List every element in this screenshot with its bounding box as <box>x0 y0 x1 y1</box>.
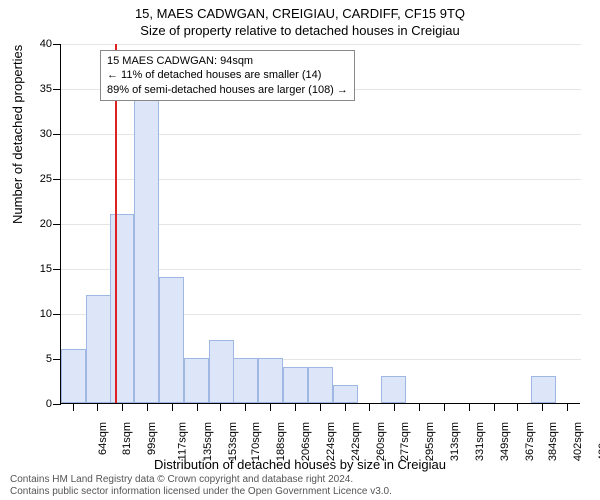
ytick-label: 40 <box>22 38 52 50</box>
page-title-line2: Size of property relative to detached ho… <box>0 21 600 38</box>
ytick-label: 10 <box>22 308 52 320</box>
page-title-line1: 15, MAES CADWGAN, CREIGIAU, CARDIFF, CF1… <box>0 0 600 21</box>
ytick <box>53 134 61 135</box>
xtick <box>197 403 198 411</box>
xtick-label: 295sqm <box>424 422 436 461</box>
histogram-bar <box>233 358 258 403</box>
xtick-label: 367sqm <box>524 422 536 461</box>
xtick <box>444 403 445 411</box>
xtick <box>295 403 296 411</box>
xtick-label: 349sqm <box>499 422 511 461</box>
xtick-label: 277sqm <box>399 422 411 461</box>
histogram-bar <box>134 79 159 403</box>
histogram-bar <box>258 358 283 403</box>
ytick <box>53 314 61 315</box>
annotation-box: 15 MAES CADWGAN: 94sqm ← 11% of detached… <box>100 50 355 101</box>
xtick-label: 313sqm <box>449 422 461 461</box>
xtick-label: 206sqm <box>301 422 313 461</box>
xtick-label: 117sqm <box>176 422 188 460</box>
xtick <box>172 403 173 411</box>
xtick-label: 64sqm <box>98 422 110 455</box>
xtick <box>245 403 246 411</box>
histogram-bar <box>209 340 234 403</box>
xtick-label: 242sqm <box>350 422 362 461</box>
xtick-label: 99sqm <box>146 422 158 455</box>
xtick <box>73 403 74 411</box>
ytick-label: 20 <box>22 218 52 230</box>
xtick-label: 402sqm <box>572 422 584 461</box>
xtick <box>97 403 98 411</box>
histogram-bar <box>381 376 406 403</box>
annotation-line1: 15 MAES CADWGAN: 94sqm <box>107 54 348 68</box>
ytick <box>53 269 61 270</box>
ytick <box>53 44 61 45</box>
chart-area: 64sqm81sqm99sqm117sqm135sqm153sqm170sqm1… <box>60 44 580 404</box>
xtick <box>394 403 395 411</box>
histogram-bar <box>184 358 209 403</box>
xtick-label: 224sqm <box>325 422 337 461</box>
footer-line2: Contains public sector information licen… <box>10 486 392 498</box>
ytick-label: 0 <box>22 398 52 410</box>
xtick <box>270 403 271 411</box>
xtick <box>567 403 568 411</box>
ytick-label: 30 <box>22 128 52 140</box>
histogram-bar <box>86 295 111 403</box>
xtick <box>220 403 221 411</box>
xtick-label: 384sqm <box>547 422 559 461</box>
x-axis-label: Distribution of detached houses by size … <box>0 457 600 472</box>
xtick-label: 81sqm <box>121 422 133 455</box>
xtick <box>122 403 123 411</box>
xtick-label: 170sqm <box>251 422 263 461</box>
ytick-label: 5 <box>22 353 52 365</box>
xtick <box>320 403 321 411</box>
ytick-label: 35 <box>22 83 52 95</box>
ytick <box>53 89 61 90</box>
ytick-label: 15 <box>22 263 52 275</box>
histogram-bar <box>159 277 184 403</box>
footer-line1: Contains HM Land Registry data © Crown c… <box>10 474 392 486</box>
histogram-bar <box>110 214 135 403</box>
xtick-label: 331sqm <box>474 422 486 461</box>
xtick <box>494 403 495 411</box>
ytick <box>53 224 61 225</box>
xtick <box>345 403 346 411</box>
histogram-bar <box>61 349 86 403</box>
xtick <box>419 403 420 411</box>
gridline <box>61 44 581 45</box>
ytick-label: 25 <box>22 173 52 185</box>
ytick <box>53 179 61 180</box>
xtick-label: 153sqm <box>227 422 239 461</box>
xtick <box>147 403 148 411</box>
xtick <box>517 403 518 411</box>
xtick <box>542 403 543 411</box>
annotation-line3: 89% of semi-detached houses are larger (… <box>107 83 348 97</box>
ytick <box>53 359 61 360</box>
histogram-bar <box>531 376 556 403</box>
histogram-bar <box>333 385 358 403</box>
xtick-label: 135sqm <box>202 422 214 461</box>
xtick <box>369 403 370 411</box>
chart-container: 15, MAES CADWGAN, CREIGIAU, CARDIFF, CF1… <box>0 0 600 500</box>
histogram-bar <box>283 367 308 403</box>
xtick-label: 188sqm <box>276 422 288 461</box>
footer-text: Contains HM Land Registry data © Crown c… <box>10 474 392 498</box>
xtick-label: 260sqm <box>375 422 387 461</box>
xtick <box>469 403 470 411</box>
annotation-line2: ← 11% of detached houses are smaller (14… <box>107 68 348 82</box>
histogram-bar <box>308 367 333 403</box>
ytick <box>53 404 61 405</box>
